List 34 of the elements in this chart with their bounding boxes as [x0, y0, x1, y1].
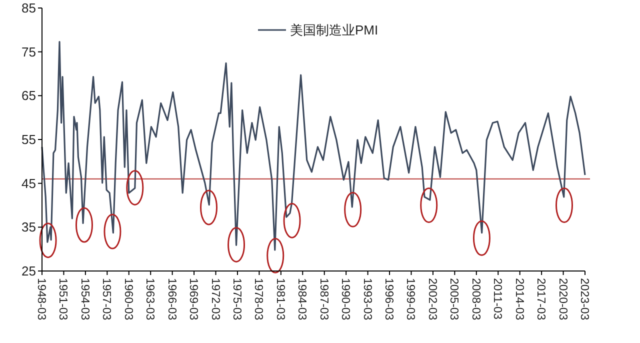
x-tick-label: 2011-03 — [491, 278, 504, 320]
x-tick-label: 1978-03 — [252, 278, 264, 320]
x-tick-label: 1957-03 — [100, 278, 112, 320]
x-tick-label: 2014-03 — [512, 278, 525, 320]
legend-label: 美国制造业PMI — [290, 22, 378, 38]
x-tick-label: 1951-03 — [56, 278, 69, 320]
y-tick-label: 75 — [22, 44, 36, 60]
x-tick-label: 1960-03 — [122, 278, 134, 320]
x-tick-label: 1966-03 — [165, 278, 178, 320]
x-tick-label: 1954-03 — [78, 278, 90, 320]
x-tick-label: 1981-03 — [274, 278, 286, 320]
x-tick-label: 1975-03 — [230, 278, 242, 320]
x-tick-label: 2023-03 — [578, 278, 590, 320]
x-tick-label: 1999-03 — [404, 278, 416, 320]
x-tick-label: 1993-03 — [360, 278, 373, 320]
x-tick-label: 1969-03 — [187, 278, 200, 320]
x-tick-label: 1987-03 — [317, 278, 330, 320]
y-tick-label: 65 — [22, 88, 36, 104]
y-tick-label: 45 — [22, 176, 36, 191]
x-tick-label: 1948-03 — [35, 278, 47, 320]
y-tick-label: 35 — [22, 220, 36, 235]
x-tick-label: 2017-03 — [534, 278, 547, 320]
y-tick-label: 25 — [22, 264, 36, 278]
x-tick-label: 1963-03 — [144, 278, 156, 320]
x-tick-label: 1972-03 — [208, 278, 221, 320]
x-tick-label: 2008-03 — [469, 278, 482, 320]
x-tick-label: 2020-03 — [556, 278, 568, 320]
x-tick-label: 1996-03 — [382, 278, 395, 320]
y-tick-label: 55 — [22, 132, 36, 147]
x-tick-label: 2005-03 — [448, 278, 460, 320]
x-tick-label: 1984-03 — [296, 278, 308, 320]
y-tick-label: 85 — [22, 0, 36, 16]
x-tick-label: 2002-03 — [426, 278, 438, 320]
x-tick-label: 1990-03 — [339, 278, 352, 320]
